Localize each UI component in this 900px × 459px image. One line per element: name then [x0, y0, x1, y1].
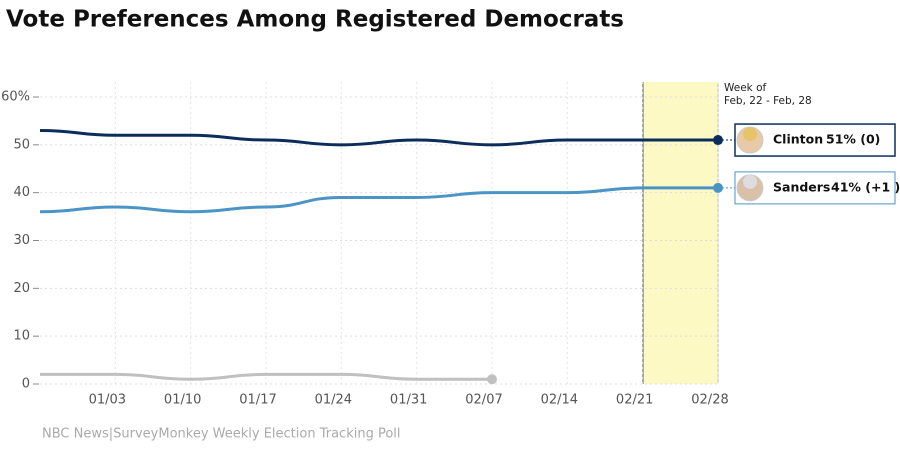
y-tick-label: 0: [22, 377, 30, 392]
x-tick-label: 01/31: [390, 393, 427, 408]
series-line: [39, 128, 718, 147]
callout-name: Clinton: [773, 132, 823, 147]
x-tick-label: 01/17: [239, 393, 276, 408]
avatar-hair: [743, 127, 757, 142]
x-tick-label: 01/10: [164, 393, 201, 408]
callout-name: Sanders: [773, 179, 830, 194]
y-tick-label: 10: [13, 329, 30, 344]
y-tick-label: 20: [13, 281, 30, 296]
callout-value: 41% (+1 ): [831, 179, 900, 194]
x-tick-label: 02/21: [616, 393, 653, 408]
y-tick-label: 40: [13, 185, 30, 200]
x-tick-label: 02/14: [541, 393, 578, 408]
chart-title: Vote Preferences Among Registered Democr…: [6, 7, 624, 33]
series-line: [40, 372, 492, 381]
callout-value: 51% (0): [826, 132, 880, 147]
source: NBC News|SurveyMonkey Weekly Election Tr…: [42, 427, 401, 442]
highlight-band: [643, 82, 718, 384]
x-tick-label: 02/07: [465, 393, 502, 408]
series-line: [39, 186, 718, 214]
y-tick-label: 30: [13, 233, 30, 248]
end-dot: [487, 374, 497, 385]
x-tick-label: 01/24: [315, 393, 352, 408]
y-tick-label: 50: [13, 137, 30, 152]
highlight-label: Feb, 22 - Feb, 28: [724, 95, 812, 107]
x-tick-label: 01/03: [89, 393, 126, 408]
avatar-hair: [743, 174, 757, 189]
y-tick-label: 60%: [1, 90, 30, 105]
x-tick-label: 02/28: [691, 393, 728, 408]
highlight-label: Week of: [724, 82, 767, 94]
